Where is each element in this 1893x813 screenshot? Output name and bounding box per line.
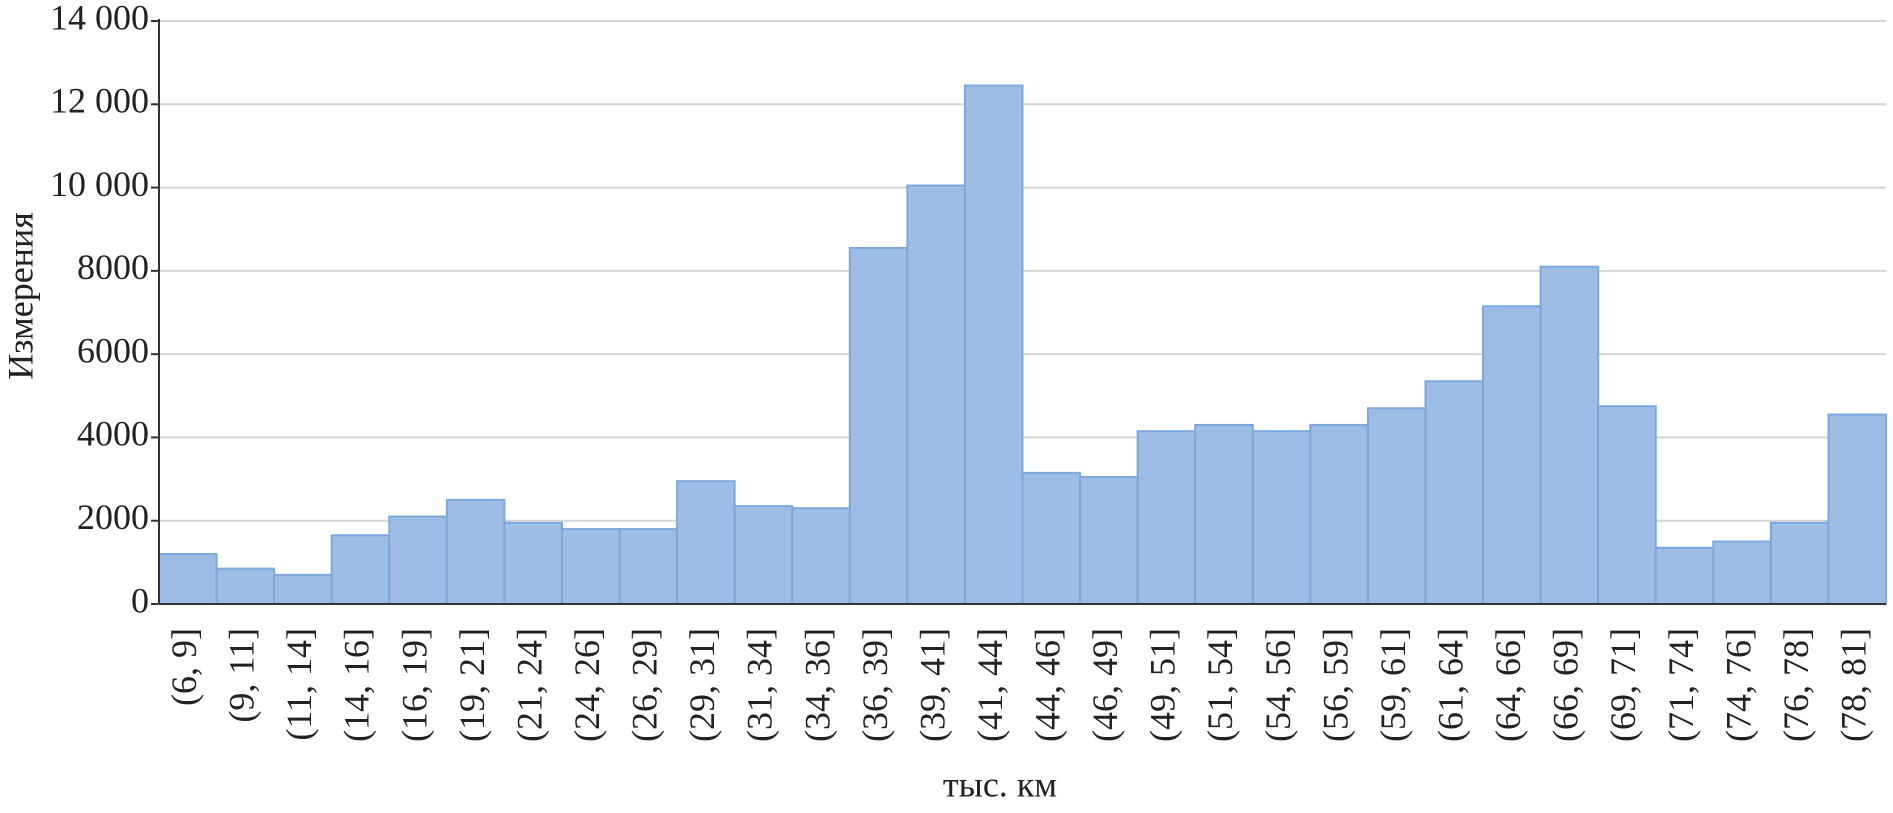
x-tick-label: (44, 46] <box>1028 628 1068 742</box>
bar <box>1136 430 1197 605</box>
x-tick-label: (74, 76] <box>1718 628 1758 742</box>
x-tick-label: (24, 26] <box>567 628 607 742</box>
bar <box>560 528 621 605</box>
x-tick-label: (16, 19] <box>394 628 434 742</box>
y-tick-label: 6000 <box>77 330 149 370</box>
bar <box>1309 423 1369 605</box>
bar <box>1424 380 1485 606</box>
x-tick-label: (31, 34] <box>740 628 780 742</box>
bar <box>1769 521 1830 606</box>
x-tick-label: (9, 11] <box>222 628 262 723</box>
x-axis-label: тыс. км <box>943 764 1057 804</box>
bar <box>1251 430 1312 605</box>
bar <box>158 553 218 605</box>
bar <box>791 507 851 606</box>
y-axis-label: Измерения <box>0 212 40 380</box>
y-tick-label: 10 000 <box>50 164 149 204</box>
y-tick-label: 2000 <box>77 497 149 537</box>
x-tick-label: (56, 59] <box>1315 628 1355 742</box>
x-tick-label: (34, 36] <box>797 628 837 742</box>
x-tick-label: (54, 56] <box>1258 628 1298 742</box>
bar <box>1194 423 1254 605</box>
x-tick-label: (11, 14] <box>279 628 319 741</box>
bar <box>503 521 563 606</box>
bar <box>733 505 794 605</box>
bar <box>1654 546 1715 606</box>
x-tick-label: (49, 51] <box>1143 628 1183 742</box>
x-tick-label: (59, 61] <box>1373 628 1413 742</box>
bar <box>848 246 909 605</box>
y-tick-label: 0 <box>131 580 149 620</box>
bar <box>1366 407 1427 605</box>
bar <box>906 184 966 605</box>
bar <box>388 515 448 605</box>
bar <box>1827 413 1888 605</box>
x-tick-label: (21, 24] <box>509 628 549 742</box>
x-tick-label: (76, 78] <box>1776 628 1816 742</box>
x-tick-label: (66, 69] <box>1546 628 1586 742</box>
x-tick-label: (29, 31] <box>682 628 722 742</box>
bar <box>1712 540 1772 605</box>
x-tick-label: (26, 29] <box>625 628 665 742</box>
y-tick-label: 12 000 <box>50 81 149 121</box>
bar <box>1597 405 1657 606</box>
x-tick-label: (19, 21] <box>452 628 492 742</box>
x-tick-label: (46, 49] <box>1085 628 1125 742</box>
bar <box>1539 265 1600 605</box>
bar <box>618 528 679 605</box>
x-tick-label: (39, 41] <box>912 628 952 742</box>
y-tick-label: 4000 <box>77 414 149 454</box>
x-tick-label: (6, 9] <box>164 628 204 706</box>
x-tick-label: (69, 71] <box>1603 628 1643 742</box>
y-tick-label: 8000 <box>77 247 149 287</box>
x-tick-label: (41, 44] <box>970 628 1010 742</box>
x-tick-label: (36, 39] <box>855 628 895 742</box>
x-tick-label: (51, 54] <box>1200 628 1240 742</box>
x-tick-label: (61, 64] <box>1431 628 1471 742</box>
bar <box>676 480 736 605</box>
x-tick-label: (78, 81] <box>1833 628 1873 742</box>
bar <box>445 498 506 605</box>
x-tick-label: (71, 74] <box>1661 628 1701 742</box>
bar <box>1079 475 1139 605</box>
bar <box>1021 471 1082 606</box>
bar <box>963 84 1024 605</box>
y-tick-label: 14 000 <box>50 0 149 37</box>
x-tick-label: (14, 16] <box>337 628 377 742</box>
bar <box>215 567 276 606</box>
bar <box>1482 305 1542 605</box>
x-tick-label: (64, 66] <box>1488 628 1528 742</box>
bar <box>330 534 391 606</box>
bar <box>273 573 333 605</box>
